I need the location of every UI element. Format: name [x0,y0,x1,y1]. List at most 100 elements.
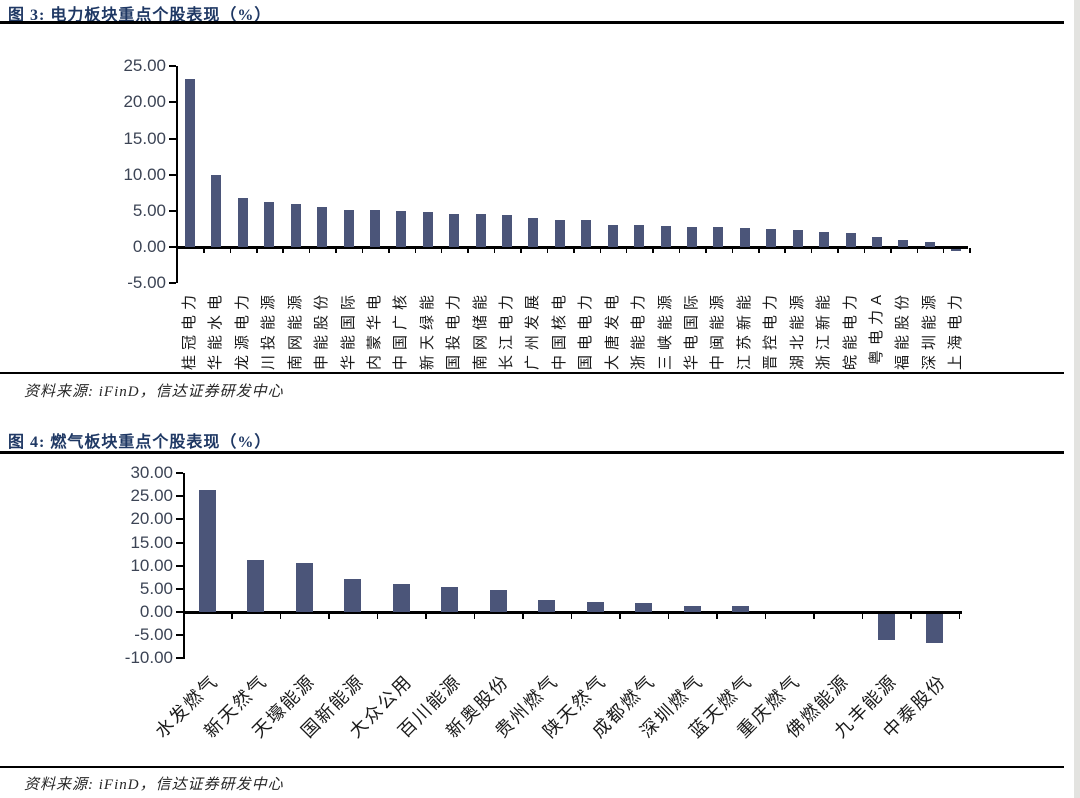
bar-中泰股份 [926,613,943,643]
y-axis-tick-label: -10.00 [124,648,173,668]
y-axis-tick-label: -5.00 [134,625,173,645]
y-axis-tick [169,282,176,285]
y-axis-tick-label: 0.00 [139,602,173,621]
y-axis-line [183,473,185,659]
x-axis-tick [652,248,654,253]
bar-三峡能源 [660,226,671,247]
x-axis-tick [890,248,892,253]
y-axis-tick-label: 15.00 [123,128,166,148]
bar-上海电力 [951,248,962,251]
y-axis-tick [176,657,183,660]
y-axis-tick-label: 0.00 [132,237,166,256]
x-axis-label: 江苏新能 [735,290,753,371]
x-axis-label: 内蒙华电 [365,290,383,371]
bar-新奥股份 [489,590,507,612]
y-axis-tick [169,209,176,212]
y-axis-tick [169,173,176,176]
x-axis-tick [861,613,864,619]
x-axis-label: 湖北能源 [788,290,806,371]
x-axis-tick [425,613,427,619]
x-axis-tick [388,248,390,253]
y-axis-tick-label: 10.00 [123,164,166,184]
x-axis-tick [810,248,813,253]
figure-3-chart: 25.00 20.00 15.00 10.00 5.00 0.00 -5.00 桂冠电力 华能水… [0,50,1080,380]
y-axis-tick-label: 15.00 [130,532,173,552]
x-axis-label: 华电国际 [682,290,700,371]
bar-粤电力A [871,236,882,247]
bar-华电国际 [686,226,697,247]
x-axis-tick [328,613,330,619]
y-axis-tick-label: 5.00 [139,578,173,598]
x-axis-tick [308,248,311,253]
figure-3-source-rule [0,372,1064,374]
y-axis-tick [176,634,183,637]
x-axis-label: 晋控电力 [762,290,780,371]
x-axis-label: 长江电力 [498,290,516,371]
y-axis-tick-label: 20.00 [130,509,173,529]
bar-新天然气 [247,560,264,612]
bar-川投能源 [264,202,275,247]
bar-成都燃气 [635,603,652,612]
x-axis-tick [716,613,718,619]
x-axis-tick [229,248,232,253]
bar-南网能源 [290,203,301,247]
x-axis-line [176,246,968,249]
x-axis-label: 福能股份 [894,290,912,371]
x-axis-tick [520,248,522,253]
figure-4-title: 图 4: 燃气板块重点个股表现（%） [8,434,272,451]
x-axis-tick [182,613,185,619]
x-axis-label: 浙江新能 [815,290,833,371]
x-axis-label: 深圳能源 [920,290,938,371]
x-axis-label: 南网储能 [471,290,489,371]
x-axis-tick [493,248,496,253]
x-axis-tick [678,248,681,253]
x-axis-line [183,611,962,614]
bar-龙源电力 [237,197,248,247]
x-axis-tick [279,613,282,619]
x-axis-tick [667,613,670,619]
bar-浙能电力 [634,225,645,247]
x-axis-tick [764,613,767,619]
x-axis-tick [731,248,734,253]
x-axis-label: 广州发展 [524,290,542,371]
x-axis-tick [573,248,575,253]
x-axis-tick [813,613,815,619]
x-axis-label: 大唐发电 [603,290,621,371]
x-axis-tick [376,613,379,619]
bar-申能股份 [317,206,328,247]
y-axis-tick [176,472,183,475]
bar-华能国际 [343,210,354,247]
bar-国电电力 [581,220,592,247]
x-axis-tick [910,613,912,619]
x-axis-tick [599,248,601,253]
bar-深圳能源 [924,241,935,247]
bar-蓝天燃气 [732,606,749,612]
y-axis-tick [176,611,183,613]
x-axis-label: 粤电力A [867,290,885,366]
y-axis-tick-label: 25.00 [123,56,166,76]
x-axis-tick [546,248,549,253]
x-axis-label: 浙能电力 [630,290,648,371]
bar-长江电力 [502,215,513,247]
x-axis-label: 国电电力 [577,290,595,371]
bar-桂冠电力 [185,78,195,247]
x-axis-tick [837,248,839,253]
y-axis-tick-label: 25.00 [130,486,173,506]
x-axis-tick [758,248,760,253]
bar-皖能电力 [845,233,856,247]
x-axis-tick [969,248,971,253]
bar-国投电力 [449,213,460,247]
bar-陕天然气 [586,601,604,612]
bar-内蒙华电 [369,210,380,247]
x-axis-tick [958,613,961,619]
y-axis-tick-label: 5.00 [132,200,166,220]
x-axis-label: 新天绿能 [418,290,436,371]
x-axis-label: 桂冠电力 [181,290,198,371]
x-axis-tick [619,613,621,619]
x-axis-label: 中闽能源 [709,290,727,371]
bar-新天绿能 [422,211,433,247]
figure-3-title-rule [0,21,1064,24]
bar-国新能源 [344,578,361,612]
bar-南网储能 [475,214,486,247]
bar-湖北能源 [792,230,803,247]
